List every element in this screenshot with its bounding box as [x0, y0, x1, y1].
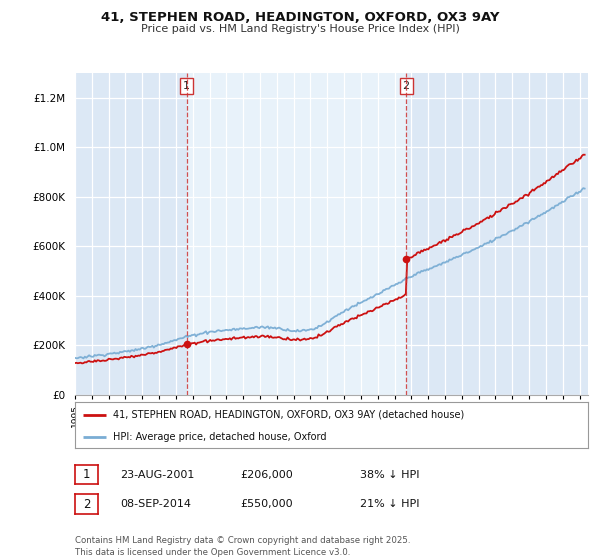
- Text: 41, STEPHEN ROAD, HEADINGTON, OXFORD, OX3 9AY (detached house): 41, STEPHEN ROAD, HEADINGTON, OXFORD, OX…: [113, 410, 465, 420]
- Text: £206,000: £206,000: [240, 470, 293, 480]
- Text: £550,000: £550,000: [240, 499, 293, 509]
- Text: 2: 2: [403, 81, 410, 91]
- Text: HPI: Average price, detached house, Oxford: HPI: Average price, detached house, Oxfo…: [113, 432, 327, 441]
- Text: Price paid vs. HM Land Registry's House Price Index (HPI): Price paid vs. HM Land Registry's House …: [140, 24, 460, 34]
- Text: 2: 2: [83, 497, 90, 511]
- Text: 21% ↓ HPI: 21% ↓ HPI: [360, 499, 419, 509]
- Text: 38% ↓ HPI: 38% ↓ HPI: [360, 470, 419, 480]
- Text: 41, STEPHEN ROAD, HEADINGTON, OXFORD, OX3 9AY: 41, STEPHEN ROAD, HEADINGTON, OXFORD, OX…: [101, 11, 499, 24]
- Text: Contains HM Land Registry data © Crown copyright and database right 2025.
This d: Contains HM Land Registry data © Crown c…: [75, 536, 410, 557]
- Text: 1: 1: [83, 468, 90, 482]
- Text: 08-SEP-2014: 08-SEP-2014: [120, 499, 191, 509]
- Text: 1: 1: [183, 81, 190, 91]
- Bar: [187, 73, 406, 395]
- Text: 23-AUG-2001: 23-AUG-2001: [120, 470, 194, 480]
